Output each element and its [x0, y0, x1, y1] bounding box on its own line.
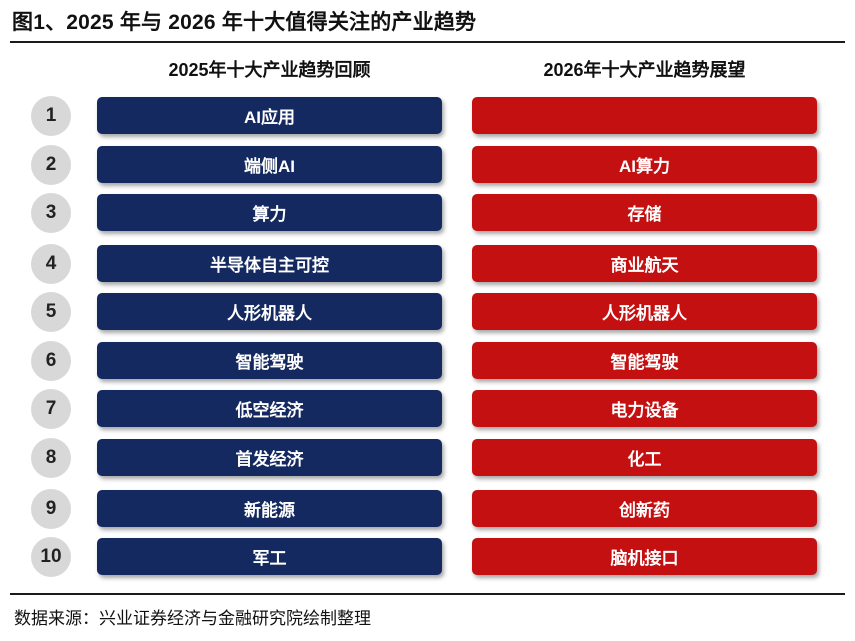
rank-number: 7 — [31, 389, 71, 429]
trend-2025-item: 人形机器人 — [97, 293, 442, 330]
rank-number: 10 — [31, 537, 71, 577]
trend-2026-item: 存储 — [472, 194, 817, 231]
figure-title: 图1、2025 年与 2026 年十大值得关注的产业趋势 — [12, 11, 477, 34]
trend-2026-item: 电力设备 — [472, 390, 817, 427]
trend-2026-item — [472, 97, 817, 134]
trend-2026-item: AI算力 — [472, 146, 817, 183]
rank-number: 6 — [31, 341, 71, 381]
trend-2025-item: 算力 — [97, 194, 442, 231]
trend-2025-item: 新能源 — [97, 490, 442, 527]
trend-row-6: 6 智能驾驶 智能驾驶 — [0, 341, 855, 381]
trend-row-3: 3 算力 存储 — [0, 193, 855, 233]
trend-2025-item: 首发经济 — [97, 439, 442, 476]
rank-number: 4 — [31, 244, 71, 284]
trend-2026-item: 商业航天 — [472, 245, 817, 282]
source-note: 数据来源：兴业证券经济与金融研究院绘制整理 — [14, 609, 371, 628]
trend-row-10: 10 军工 脑机接口 — [0, 537, 855, 577]
trend-row-2: 2 端侧AI AI算力 — [0, 145, 855, 185]
trend-2026-item: 脑机接口 — [472, 538, 817, 575]
trend-2025-item: 智能驾驶 — [97, 342, 442, 379]
rank-number: 9 — [31, 489, 71, 529]
top-divider — [10, 41, 845, 43]
trend-2026-item: 创新药 — [472, 490, 817, 527]
rank-number: 3 — [31, 193, 71, 233]
trend-2025-item: AI应用 — [97, 97, 442, 134]
trend-2026-item: 人形机器人 — [472, 293, 817, 330]
trend-2026-item: 化工 — [472, 439, 817, 476]
left-column-header: 2025年十大产业趋势回顾 — [168, 60, 371, 80]
trend-2025-item: 端侧AI — [97, 146, 442, 183]
trend-row-8: 8 首发经济 化工 — [0, 438, 855, 478]
rank-number: 8 — [31, 438, 71, 478]
bottom-divider — [10, 593, 845, 595]
rank-number: 2 — [31, 145, 71, 185]
trend-row-4: 4 半导体自主可控 商业航天 — [0, 244, 855, 284]
trend-row-9: 9 新能源 创新药 — [0, 489, 855, 529]
trend-2025-item: 军工 — [97, 538, 442, 575]
trend-row-1: 1 AI应用 — [0, 96, 855, 136]
right-column-header: 2026年十大产业趋势展望 — [543, 60, 746, 80]
rank-number: 5 — [31, 292, 71, 332]
trend-row-5: 5 人形机器人 人形机器人 — [0, 292, 855, 332]
trend-2026-item: 智能驾驶 — [472, 342, 817, 379]
rank-number: 1 — [31, 96, 71, 136]
trend-2025-item: 低空经济 — [97, 390, 442, 427]
trend-2025-item: 半导体自主可控 — [97, 245, 442, 282]
trend-row-7: 7 低空经济 电力设备 — [0, 389, 855, 429]
